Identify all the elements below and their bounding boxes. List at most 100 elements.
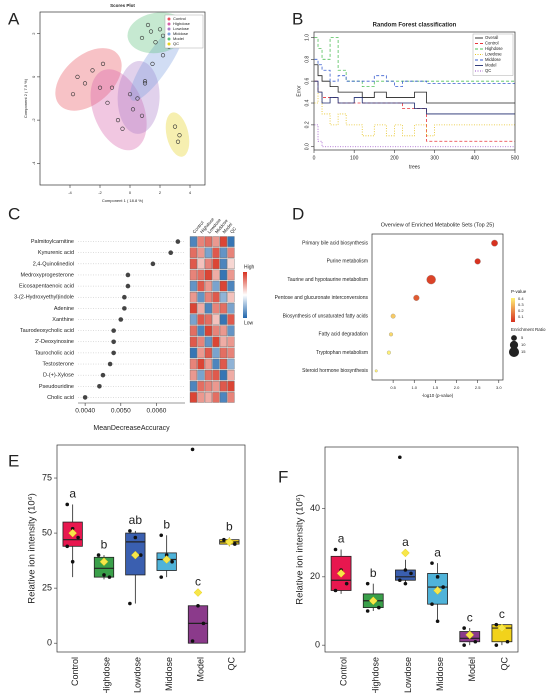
pathway-bubble (474, 258, 481, 265)
x-axis-label: trees (409, 164, 421, 170)
heatmap-cell (204, 336, 213, 347)
sample-point (435, 619, 440, 624)
sample-point (201, 621, 206, 626)
heatmap-cell (219, 392, 228, 403)
heatmap-cell (227, 325, 235, 336)
heatmap-cell (227, 280, 235, 292)
sample-point (398, 455, 402, 460)
legend-swatch (167, 32, 171, 36)
score-point (75, 74, 80, 79)
importance-dot (100, 372, 106, 378)
legend-swatch (167, 22, 171, 26)
heatmap-cell (212, 303, 220, 314)
color-legend-title: P-value (511, 289, 527, 294)
sample-point (333, 588, 338, 593)
heatmap-cell (227, 358, 235, 370)
box (93, 556, 115, 578)
score-point (150, 61, 155, 67)
legend-label: Model (485, 63, 496, 68)
pathway-label: Fatty acid degradation (319, 332, 369, 338)
y-tick-label: 20 (310, 571, 320, 581)
y-tick-label: 0.6 (304, 77, 310, 84)
colorbar-label: High (244, 264, 255, 270)
sample-point (65, 502, 70, 507)
sample-point (333, 547, 338, 552)
legend-label: Lowdose (485, 52, 502, 57)
x-tick-label: 0.0060 (147, 408, 167, 415)
heatmap-cell (212, 269, 220, 281)
heatmap-cell (197, 358, 205, 370)
y-tick-label: 0.2 (304, 121, 310, 128)
row-label: Testosterone (43, 361, 75, 367)
error-line (314, 58, 515, 88)
mean-marker (131, 550, 140, 560)
row-label: 2,4-Quinolinediol (33, 261, 74, 267)
pathway-bubble (491, 239, 498, 247)
heatmap-cell (227, 269, 235, 281)
heatmap-cell (204, 280, 213, 292)
x-tick-label: Lowdose (133, 657, 143, 693)
heatmap-cell (204, 247, 213, 258)
plot-frame (371, 233, 504, 381)
heatmap-cell (212, 325, 220, 336)
size-legend-label: 10 (521, 342, 526, 347)
y-tick-label: 40 (310, 503, 320, 513)
sample-point (462, 643, 466, 647)
score-point (115, 118, 121, 123)
sample-point (159, 533, 164, 538)
heatmap-cell (204, 292, 213, 303)
x-axis-label: Component 1 ( 18.8 %) (102, 198, 144, 203)
score-point (153, 40, 158, 45)
x-tick-label: 3.0 (496, 385, 502, 390)
heatmap-cell (197, 292, 205, 303)
heatmap-cell (219, 325, 228, 336)
error-line (314, 80, 515, 115)
heatmap-cell (227, 314, 235, 325)
importance-dot (111, 328, 116, 333)
chart-title: Random Forest classification (373, 23, 457, 29)
sample-point (128, 601, 132, 606)
score-point (105, 100, 110, 105)
row-label: Taurodeoxycholic acid (20, 328, 74, 334)
significance-letter: c (195, 575, 201, 589)
score-point (142, 81, 148, 86)
heatmap-cell (189, 269, 198, 281)
heatmap-cell (227, 336, 235, 347)
heatmap-cell (189, 292, 198, 303)
heatmap-cell (189, 314, 198, 325)
mean-marker (433, 586, 442, 595)
heatmap-cell (189, 381, 198, 392)
error-line (314, 124, 515, 148)
sample-point (138, 553, 143, 557)
heatmap-cell (197, 336, 205, 347)
confidence-ellipse (117, 60, 160, 134)
heatmap-cell (219, 280, 228, 292)
confidence-ellipse (165, 112, 190, 157)
sample-point (403, 581, 408, 586)
x-tick-label: 200 (390, 155, 399, 161)
sample-point (170, 559, 174, 564)
x-axis-label: MeanDecreaseAccuracy (93, 425, 170, 432)
x-tick-label: 0.0040 (75, 408, 95, 415)
y-axis-label: Relative ion intensity (10⁶) (27, 493, 38, 604)
chart-title: Overview of Enriched Metabolite Sets (To… (381, 222, 495, 228)
mean-marker (68, 528, 77, 538)
heatmap-cell (197, 347, 205, 359)
heatmap-cell (197, 325, 205, 336)
y-tick-label: -2 (31, 118, 36, 122)
sample-point (377, 605, 381, 610)
sample-point (222, 537, 226, 542)
sample-point (462, 626, 466, 630)
heatmap-cell (219, 336, 228, 347)
y-tick-label: 2 (31, 32, 36, 35)
panel-letter: F (278, 467, 288, 486)
legend-label: Lowdose (173, 26, 190, 31)
legend-label: QC (485, 68, 491, 73)
sample-point (70, 526, 75, 531)
x-tick-label: Control (338, 657, 348, 686)
heatmap-cell (197, 258, 205, 270)
x-tick-label: 100 (350, 155, 359, 161)
plot-frame (324, 446, 519, 653)
heatmap-cell (204, 303, 213, 314)
heatmap-cell (219, 269, 228, 281)
